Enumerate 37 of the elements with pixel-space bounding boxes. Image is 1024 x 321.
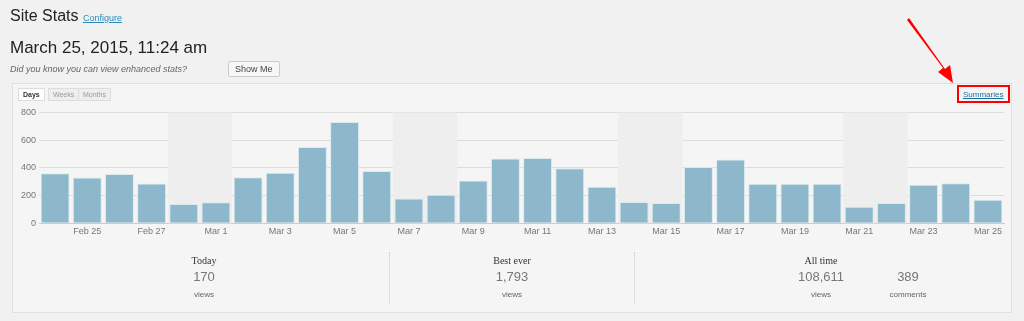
text: Today [190,255,218,266]
y-tick-label: 0 [31,217,37,228]
text: views [193,290,215,299]
text: comments [888,290,928,299]
text: Configure [82,13,122,23]
x-tick-label: Mar 13 [587,226,616,237]
text: 389 [896,269,920,284]
text: Show Me [228,61,280,77]
text: Best ever [492,255,532,266]
x-tick-label: Mar 17 [716,226,745,237]
x-tick-label: Mar 11 [523,226,552,237]
x-tick-label: Mar 5 [333,226,357,237]
text: views [501,290,523,299]
y-tick-label: 600 [20,134,37,145]
y-tick-label: 400 [20,162,37,173]
chart-subtitle: March 25, 2015, 11:24 am [10,38,208,58]
x-tick-label: Mar 19 [780,226,809,237]
x-tick-label: Mar 21 [845,226,874,237]
text: 1,793 [494,269,530,284]
text: All time [803,255,839,266]
x-tick-label: Mar 23 [909,226,938,237]
x-tick-label: Feb 25 [73,226,102,237]
x-tick-label: Mar 9 [461,226,485,237]
y-tick-label: 800 [20,106,37,117]
text: 170 [192,269,216,284]
text: Summaries [963,90,1004,99]
text: Did you know you can view enhanced stats? [10,64,188,74]
chart-title: Site Stats [10,7,79,24]
x-tick-label: Mar 25 [973,226,1002,237]
x-tick-label: Feb 27 [137,226,166,237]
x-tick-label: Mar 3 [268,226,292,237]
text: 108,611 [797,269,845,284]
x-tick-label: Mar 15 [652,226,681,237]
x-tick-label: Mar 1 [204,226,228,237]
y-tick-label: 200 [20,189,37,200]
text: views [810,290,832,299]
x-tick-label: Mar 7 [397,226,421,237]
